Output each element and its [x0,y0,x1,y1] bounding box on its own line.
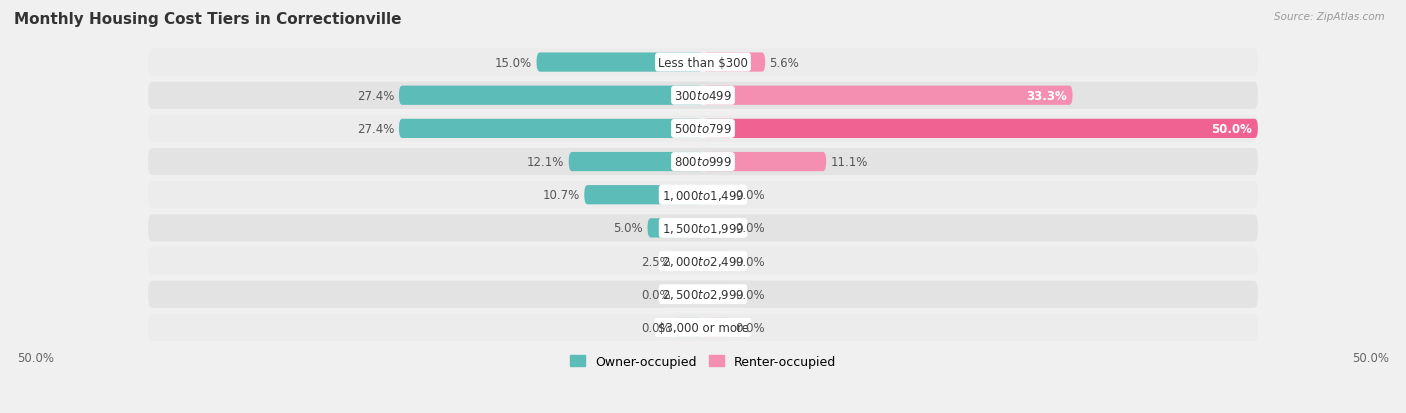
FancyBboxPatch shape [703,285,731,304]
Text: 2.5%: 2.5% [641,255,671,268]
FancyBboxPatch shape [148,83,1258,109]
Text: Monthly Housing Cost Tiers in Correctionville: Monthly Housing Cost Tiers in Correction… [14,12,402,27]
FancyBboxPatch shape [148,215,1258,242]
FancyBboxPatch shape [675,318,703,337]
Text: 0.0%: 0.0% [641,288,671,301]
Text: 27.4%: 27.4% [357,90,395,102]
Text: 11.1%: 11.1% [831,156,868,169]
FancyBboxPatch shape [399,119,703,139]
FancyBboxPatch shape [569,152,703,172]
FancyBboxPatch shape [703,86,1073,106]
FancyBboxPatch shape [399,86,703,106]
FancyBboxPatch shape [703,318,731,337]
Text: 0.0%: 0.0% [735,189,765,202]
Legend: Owner-occupied, Renter-occupied: Owner-occupied, Renter-occupied [565,350,841,373]
FancyBboxPatch shape [148,281,1258,308]
Text: 0.0%: 0.0% [735,255,765,268]
FancyBboxPatch shape [148,182,1258,209]
Text: $2,500 to $2,999: $2,500 to $2,999 [662,287,744,301]
Text: 50.0%: 50.0% [1212,123,1253,135]
FancyBboxPatch shape [148,149,1258,176]
Text: $1,000 to $1,499: $1,000 to $1,499 [662,188,744,202]
Text: $300 to $499: $300 to $499 [673,90,733,102]
Text: 5.0%: 5.0% [613,222,643,235]
FancyBboxPatch shape [585,186,703,205]
FancyBboxPatch shape [148,314,1258,341]
FancyBboxPatch shape [648,219,703,238]
FancyBboxPatch shape [703,219,731,238]
Text: $3,000 or more: $3,000 or more [658,321,748,334]
FancyBboxPatch shape [148,248,1258,275]
Text: 33.3%: 33.3% [1026,90,1067,102]
FancyBboxPatch shape [703,119,1258,139]
FancyBboxPatch shape [703,53,765,73]
Text: 0.0%: 0.0% [735,321,765,334]
Text: 12.1%: 12.1% [527,156,564,169]
Text: 0.0%: 0.0% [735,222,765,235]
Text: $500 to $799: $500 to $799 [673,123,733,135]
FancyBboxPatch shape [675,252,703,271]
FancyBboxPatch shape [148,49,1258,76]
FancyBboxPatch shape [703,152,827,172]
Text: 50.0%: 50.0% [1351,351,1389,364]
Text: 50.0%: 50.0% [17,351,55,364]
Text: 27.4%: 27.4% [357,123,395,135]
Text: $800 to $999: $800 to $999 [673,156,733,169]
Text: 5.6%: 5.6% [769,57,800,69]
FancyBboxPatch shape [703,252,731,271]
FancyBboxPatch shape [675,285,703,304]
FancyBboxPatch shape [703,186,731,205]
Text: 10.7%: 10.7% [543,189,579,202]
Text: Less than $300: Less than $300 [658,57,748,69]
Text: 0.0%: 0.0% [641,321,671,334]
Text: Source: ZipAtlas.com: Source: ZipAtlas.com [1274,12,1385,22]
Text: 0.0%: 0.0% [735,288,765,301]
Text: $1,500 to $1,999: $1,500 to $1,999 [662,221,744,235]
FancyBboxPatch shape [537,53,703,73]
Text: $2,000 to $2,499: $2,000 to $2,499 [662,254,744,268]
FancyBboxPatch shape [148,116,1258,142]
Text: 15.0%: 15.0% [495,57,531,69]
